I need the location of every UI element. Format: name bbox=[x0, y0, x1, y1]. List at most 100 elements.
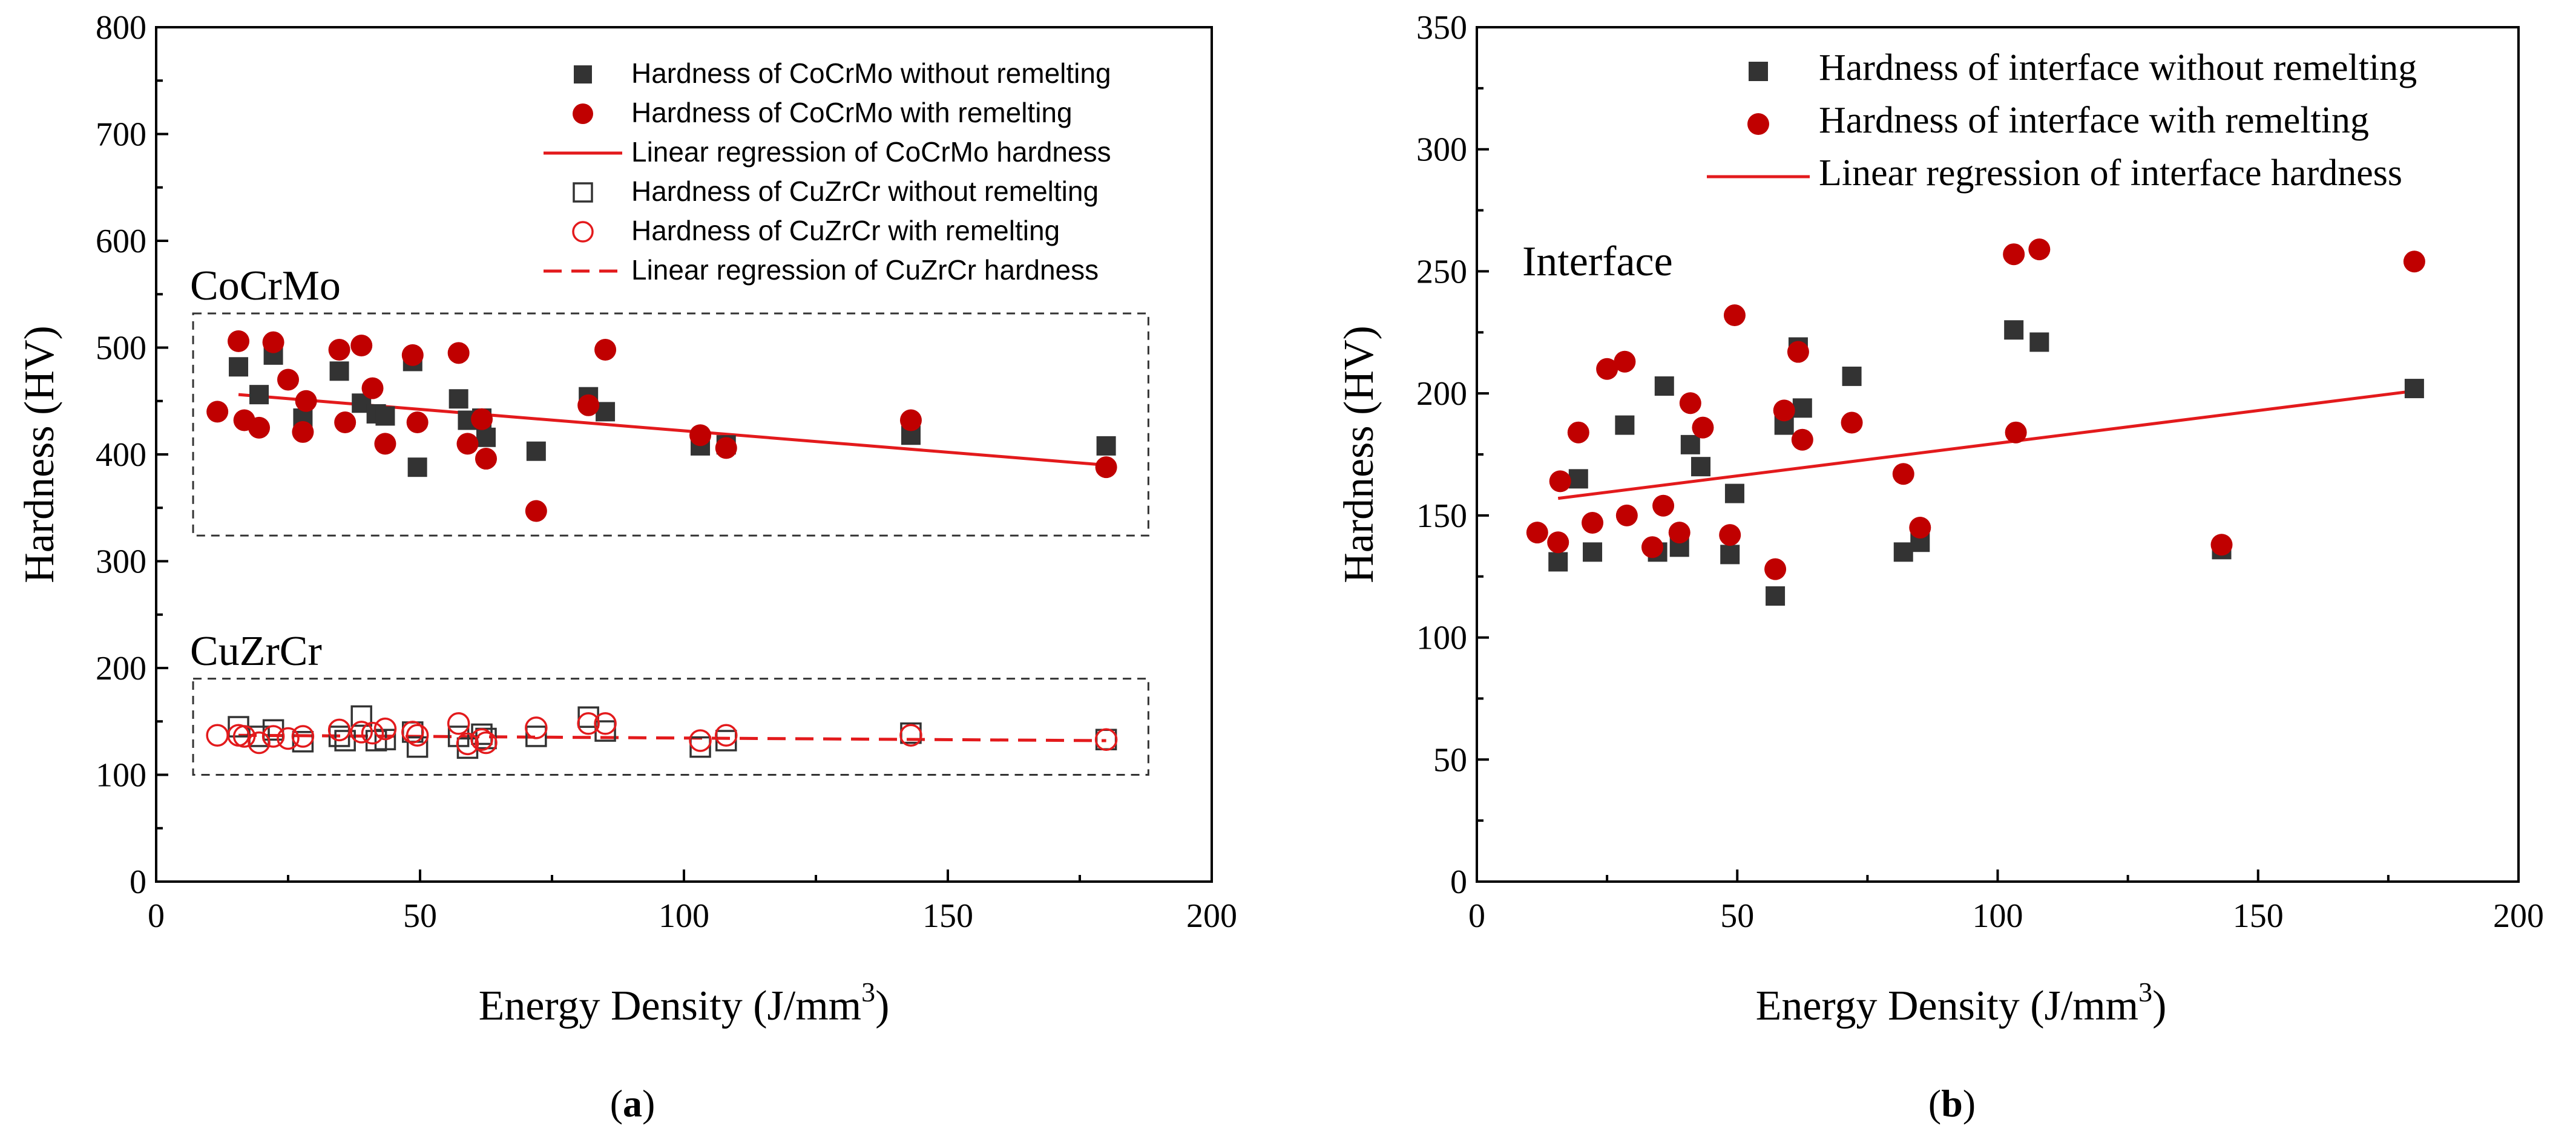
data-point bbox=[1549, 470, 1571, 493]
data-point bbox=[361, 377, 384, 399]
annotation-interface: Interface bbox=[1522, 238, 1673, 285]
y-tick-label: 700 bbox=[96, 116, 146, 154]
legend-label: Linear regression of interface hardness bbox=[1819, 152, 2402, 194]
data-point bbox=[406, 736, 429, 758]
data-point bbox=[476, 427, 496, 447]
data-point bbox=[401, 721, 424, 744]
data-point bbox=[715, 724, 738, 747]
x-tick-label: 100 bbox=[1973, 897, 2023, 935]
data-point bbox=[1526, 522, 1548, 544]
legend-marker bbox=[1747, 113, 1769, 135]
annotation-cocrmo: CoCrMo bbox=[190, 263, 341, 309]
data-point bbox=[1615, 415, 1635, 435]
data-point bbox=[328, 725, 350, 747]
data-point bbox=[295, 390, 317, 412]
data-point bbox=[470, 728, 493, 752]
data-point bbox=[262, 331, 284, 353]
y-tick-label: 100 bbox=[96, 757, 146, 794]
data-point bbox=[1654, 376, 1674, 396]
x-tick-label: 50 bbox=[1720, 897, 1754, 935]
data-point bbox=[1094, 728, 1118, 752]
region-boxes bbox=[192, 312, 1149, 776]
data-point bbox=[1893, 542, 1913, 562]
data-point bbox=[594, 712, 617, 735]
panel-a: 0 50 100 150 200 0 100 200 300 400 500 600 700 800 Co… bbox=[16, 9, 1237, 1125]
data-point bbox=[374, 729, 396, 751]
data-point bbox=[375, 406, 395, 426]
data-point bbox=[261, 725, 285, 748]
data-point bbox=[689, 729, 712, 752]
region-box bbox=[192, 678, 1149, 776]
legend-label: Hardness of interface without remelting bbox=[1819, 47, 2417, 88]
y-tick-label: 200 bbox=[1416, 375, 1467, 413]
data-point bbox=[350, 721, 373, 744]
data-point bbox=[1909, 517, 1931, 539]
data-point bbox=[1668, 522, 1690, 544]
data-point bbox=[2029, 332, 2049, 352]
data-point bbox=[456, 433, 479, 455]
data-point bbox=[526, 441, 546, 461]
data-point bbox=[2005, 421, 2027, 444]
data-point bbox=[407, 457, 427, 477]
data-point bbox=[577, 712, 600, 735]
data-point bbox=[1652, 494, 1675, 517]
data-point bbox=[1614, 350, 1636, 373]
data-point bbox=[1568, 469, 1588, 489]
legend-label: Linear regression of CuZrCr hardness bbox=[631, 254, 1099, 286]
y-tick-label: 250 bbox=[1416, 253, 1467, 290]
data-point bbox=[1691, 457, 1711, 477]
data-point bbox=[206, 401, 229, 423]
data-point bbox=[1641, 536, 1663, 558]
data-point bbox=[2028, 238, 2051, 261]
legend: Hardness of interface without remelting H… bbox=[1707, 47, 2417, 194]
data-point bbox=[1679, 392, 1701, 414]
y-tick-label: 300 bbox=[1416, 131, 1467, 169]
y-tick-label: 500 bbox=[96, 330, 146, 367]
y-tick-label: 200 bbox=[96, 650, 146, 687]
y-axis-title: Hardness (HV) bbox=[16, 326, 63, 583]
data-point bbox=[1764, 558, 1787, 580]
panel-label-b: (b) bbox=[1928, 1082, 1976, 1125]
data-point bbox=[373, 717, 397, 741]
regression-line bbox=[1557, 389, 2415, 500]
data-point bbox=[689, 424, 712, 447]
data-point bbox=[232, 725, 256, 748]
data-point bbox=[1615, 504, 1638, 526]
data-point bbox=[1892, 463, 1914, 485]
data-point bbox=[448, 389, 468, 409]
x-axis-title: Energy Density (J/mm3) bbox=[1756, 977, 2167, 1029]
data-point bbox=[327, 718, 351, 742]
data-point bbox=[1791, 428, 1813, 451]
y-tick-label: 800 bbox=[96, 9, 146, 47]
y-tick-label: 0 bbox=[130, 863, 146, 901]
legend-label: Hardness of interface with remelting bbox=[1819, 100, 2369, 141]
axis-ticks: 0 50 100 150 200 0 50 100 150 200 250 300 350 bbox=[1416, 9, 2544, 935]
y-tick-label: 0 bbox=[1450, 863, 1467, 901]
data-point bbox=[228, 330, 250, 352]
data-point bbox=[1842, 366, 1862, 386]
data-point bbox=[406, 411, 429, 434]
plot-series bbox=[206, 330, 1118, 759]
data-point bbox=[1841, 411, 1863, 434]
data-point bbox=[577, 394, 600, 416]
data-point bbox=[1787, 341, 1809, 363]
data-point bbox=[277, 368, 299, 391]
data-point bbox=[1692, 416, 1714, 439]
data-point bbox=[1719, 524, 1741, 546]
data-point bbox=[1766, 586, 1786, 606]
x-tick-label: 150 bbox=[2233, 897, 2284, 935]
legend-label: Linear regression of CoCrMo hardness bbox=[631, 136, 1111, 168]
data-point bbox=[291, 725, 315, 748]
data-point bbox=[2004, 320, 2024, 340]
data-point bbox=[1548, 552, 1568, 572]
data-point bbox=[1724, 483, 1744, 503]
data-point bbox=[1596, 358, 1618, 380]
data-point bbox=[1723, 304, 1746, 327]
axis-ticks: 0 50 100 150 200 0 100 200 300 400 500 600 700 800 bbox=[96, 9, 1237, 935]
data-point bbox=[1773, 399, 1795, 422]
y-tick-label: 600 bbox=[96, 223, 146, 260]
x-tick-label: 200 bbox=[2493, 897, 2544, 935]
plot-series bbox=[1526, 238, 2425, 606]
data-point bbox=[374, 433, 396, 455]
data-point bbox=[475, 448, 497, 470]
